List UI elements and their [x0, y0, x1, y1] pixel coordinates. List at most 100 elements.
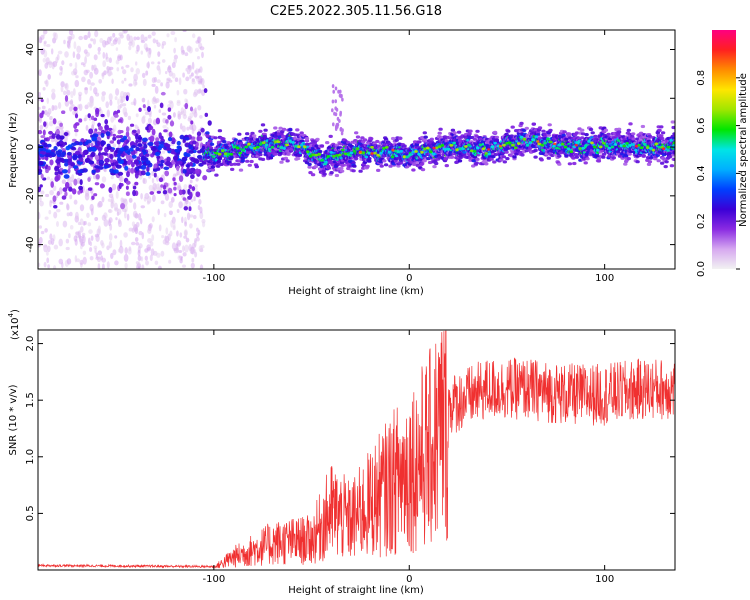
heatmap-blob [169, 230, 173, 237]
heatmap-blob [202, 84, 206, 89]
heatmap-blob [49, 189, 54, 196]
heatmap-blob [158, 132, 162, 139]
heatmap-blob [183, 184, 188, 190]
heatmap-blob [99, 38, 104, 44]
heatmap-blob [112, 136, 117, 141]
heatmap-blob [134, 237, 139, 242]
heatmap-blob [93, 87, 98, 95]
heatmap-blob [101, 263, 105, 269]
heatmap-blob [61, 169, 68, 174]
heatmap-blob [254, 165, 259, 169]
heatmap-blob [117, 55, 122, 61]
heatmap-blob [123, 253, 129, 262]
heatmap-blob [209, 142, 215, 146]
heatmap-blob [468, 129, 473, 133]
heatmap-blob [182, 252, 187, 257]
heatmap-blob [151, 216, 155, 223]
heatmap-blob [93, 117, 98, 121]
heatmap-blob [39, 37, 43, 44]
heatmap-blob [115, 190, 119, 199]
heatmap-blob [217, 129, 223, 133]
heatmap-blob [173, 181, 177, 186]
heatmap-blob [167, 107, 172, 112]
heatmap-blob [161, 112, 167, 116]
heatmap-blob [199, 66, 203, 73]
heatmap-blob [64, 181, 70, 189]
heatmap-blob [286, 152, 291, 156]
heatmap-blob [134, 124, 138, 129]
heatmap-blob [216, 140, 222, 144]
heatmap-blob [40, 230, 45, 235]
heatmap-blob [68, 186, 73, 192]
heatmap-blob [156, 175, 159, 182]
heatmap-blob [100, 132, 105, 138]
heatmap-blob [520, 153, 525, 157]
heatmap-blob [171, 242, 177, 250]
heatmap-blob [411, 168, 416, 172]
heatmap-blob [110, 175, 114, 180]
heatmap-blob [138, 230, 143, 236]
heatmap-blob [45, 44, 51, 48]
heatmap-blob [79, 179, 83, 186]
heatmap-blob [55, 158, 61, 164]
heatmap-blob [193, 158, 199, 164]
heatmap-blob [96, 140, 101, 146]
heatmap-blob [195, 191, 201, 198]
heatmap-blob [240, 159, 245, 163]
heatmap-blob [107, 198, 113, 202]
heatmap-blob [145, 260, 149, 266]
heatmap-blob [84, 114, 88, 122]
heatmap-blob [53, 244, 59, 250]
heatmap-blob [184, 244, 189, 253]
heatmap-blob [170, 30, 176, 36]
heatmap-blob [288, 128, 293, 132]
heatmap-blob [137, 249, 141, 257]
heatmap-blob [103, 219, 109, 227]
heatmap-blob [134, 213, 139, 219]
heatmap-blob [123, 232, 128, 238]
heatmap-blob [117, 218, 121, 225]
heatmap-blob [104, 158, 110, 163]
heatmap-blob [119, 147, 125, 152]
heatmap-blob [151, 77, 156, 84]
heatmap-blob [38, 187, 41, 193]
heatmap-blob [89, 71, 94, 79]
heatmap-blob [168, 131, 173, 138]
heatmap-blob [190, 199, 194, 203]
heatmap-blob [74, 79, 80, 88]
heatmap-blob [174, 148, 180, 153]
heatmap-blob [145, 47, 151, 51]
heatmap-blob [69, 225, 74, 230]
heatmap-blob [143, 196, 147, 202]
heatmap-blob [69, 62, 73, 67]
heatmap-blob [150, 146, 157, 152]
heatmap-blob [135, 113, 139, 118]
heatmap-blob [38, 262, 41, 268]
heatmap-blob [176, 89, 180, 96]
heatmap-blob [152, 182, 157, 191]
heatmap-blob [158, 163, 164, 167]
heatmap-blob [420, 168, 426, 172]
heatmap-blob [79, 204, 85, 212]
heatmap-blob [109, 140, 115, 144]
heatmap-blob [85, 139, 92, 144]
heatmap-blob [81, 232, 86, 237]
heatmap-blob [112, 249, 117, 256]
heatmap-blob [70, 70, 76, 76]
heatmap-blob [115, 59, 120, 65]
heatmap-blob [277, 135, 282, 139]
heatmap-blob [203, 159, 208, 163]
heatmap-blob [137, 261, 141, 268]
heatmap-blob [117, 118, 123, 123]
heatmap-blob [108, 217, 113, 224]
heatmap-blob [194, 251, 198, 258]
heatmap-blob [155, 117, 161, 125]
heatmap-blob [165, 227, 169, 235]
heatmap-blob [150, 61, 155, 65]
heatmap-blob [121, 103, 127, 107]
heatmap-blob [153, 104, 157, 109]
heatmap-blob [73, 106, 78, 112]
heatmap-blob [72, 165, 79, 169]
heatmap-blob [132, 189, 137, 197]
heatmap-blob [52, 265, 57, 269]
